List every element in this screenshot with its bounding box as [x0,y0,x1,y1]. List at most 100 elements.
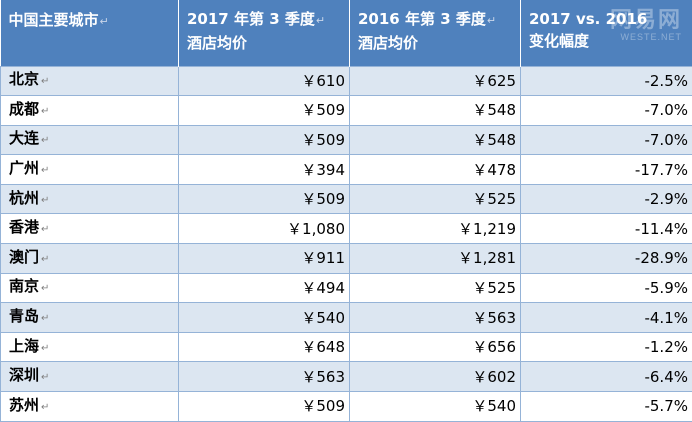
price-2017-cell: ￥509 [178,95,350,126]
price-2016-cell: ￥548 [349,124,521,155]
paragraph-mark-icon: ↵ [41,253,50,265]
price-2017-cell: ￥1,080 [178,213,350,244]
change-cell: -11.4% [520,213,692,244]
price-2016-cell: ￥525 [349,272,521,303]
price-2017-cell: ￥911 [178,243,350,274]
price-2017-cell-text: ￥540 [301,308,345,327]
price-2016-cell: ￥656 [349,331,521,362]
price-2016-cell-text: ￥540 [472,397,516,416]
price-2016-cell: ￥540 [349,391,521,422]
table-row: 青岛 ↵ ￥540 ￥563 -4.1% [0,302,692,333]
city-cell-text: 大连 [9,129,40,148]
price-2017-cell-text: ￥610 [301,71,345,90]
price-2016-cell-text: ￥563 [472,308,516,327]
change-cell-text: -2.9% [644,190,688,209]
change-cell-text: -17.7% [634,160,688,179]
price-2016-cell-text: ￥478 [472,160,516,179]
change-cell-text: -6.4% [644,367,688,386]
table-row: 成都 ↵ ￥509 ￥548 -7.0% [0,95,692,126]
change-cell-text: -1.2% [644,338,688,357]
change-cell-text: -28.9% [634,249,688,268]
price-2017-cell-text: ￥648 [301,338,345,357]
city-cell-text: 成都 [9,99,40,118]
change-cell: -2.9% [520,183,692,214]
price-2017-cell: ￥648 [178,331,350,362]
price-2017-cell-text: ￥509 [301,101,345,120]
city-cell-text: 杭州 [9,188,40,207]
city-cell: 苏州 ↵ [0,391,179,422]
table-row: 北京 ↵ ￥610 ￥625 -2.5% [0,65,692,96]
price-2017-cell-text: ￥509 [301,190,345,209]
price-2016-cell: ￥525 [349,183,521,214]
paragraph-mark-icon: ↵ [41,313,50,325]
change-cell: -7.0% [520,124,692,155]
header-change: 2017 vs. 2016 变化幅度 [520,0,692,66]
change-cell-text: -7.0% [644,130,688,149]
price-2016-cell-text: ￥548 [472,101,516,120]
city-cell-text: 上海 [9,336,40,355]
paragraph-mark-icon: ↵ [41,224,50,236]
paragraph-mark-icon: ↵ [41,342,50,354]
paragraph-mark-icon: ↵ [41,76,50,88]
price-2017-cell-text: ￥394 [301,160,345,179]
price-2017-cell-text: ￥1,080 [287,219,345,238]
price-2016-cell: ￥602 [349,361,521,392]
city-cell-text: 广州 [9,159,40,178]
city-cell-text: 青岛 [9,307,40,326]
change-cell: -5.7% [520,391,692,422]
change-cell-text: -5.7% [644,397,688,416]
city-cell: 大连 ↵ [0,124,179,155]
table-row: 香港 ↵ ￥1,080 ￥1,219 -11.4% [0,213,692,244]
table-row: 深圳 ↵ ￥563 ￥602 -6.4% [0,361,692,392]
city-cell-text: 香港 [9,218,40,237]
table-row: 上海 ↵ ￥648 ￥656 -1.2% [0,331,692,362]
change-cell: -1.2% [520,331,692,362]
table-row: 苏州 ↵ ￥509 ￥540 -5.7% [0,391,692,422]
city-cell-text: 南京 [9,277,40,296]
paragraph-mark-icon: ↵ [41,135,50,147]
price-2017-cell-text: ￥509 [301,130,345,149]
price-2016-cell-text: ￥1,281 [458,249,516,268]
city-cell: 北京 ↵ [0,65,179,96]
city-cell: 南京 ↵ [0,272,179,303]
table-row: 澳门 ↵ ￥911 ￥1,281 -28.9% [0,243,692,274]
table-row: 杭州 ↵ ￥509 ￥525 -2.9% [0,183,692,214]
header-price-2016: 2016 年第 3 季度↵ 酒店均价 [349,0,521,66]
paragraph-mark-icon: ↵ [41,401,50,413]
city-cell-text: 深圳 [9,366,40,385]
price-2016-cell: ￥563 [349,302,521,333]
paragraph-mark-icon: ↵ [41,283,50,295]
price-2017-cell: ￥509 [178,183,350,214]
price-2017-cell: ￥563 [178,361,350,392]
price-2016-cell-text: ￥548 [472,130,516,149]
price-2016-cell-text: ￥525 [472,190,516,209]
paragraph-mark-icon: ↵ [41,372,50,384]
change-cell: -28.9% [520,243,692,274]
change-cell-text: -4.1% [644,308,688,327]
change-cell: -5.9% [520,272,692,303]
change-cell-text: -7.0% [644,101,688,120]
change-cell: -2.5% [520,65,692,96]
price-2016-cell-text: ￥656 [472,338,516,357]
price-2017-cell-text: ￥911 [301,249,345,268]
paragraph-mark-icon: ↵ [41,165,50,177]
city-cell-text: 苏州 [9,395,40,414]
city-cell: 深圳 ↵ [0,361,179,392]
header-price-2017: 2017 年第 3 季度↵ 酒店均价 [178,0,350,66]
price-2017-cell: ￥540 [178,302,350,333]
price-2017-cell-text: ￥563 [301,367,345,386]
city-cell: 成都 ↵ [0,95,179,126]
city-cell: 香港 ↵ [0,213,179,244]
city-cell: 青岛 ↵ [0,302,179,333]
header-row: 中国主要城市↵ 2017 年第 3 季度↵ 酒店均价 2016 年第 3 季度↵ 酒… [0,0,692,66]
city-cell: 澳门 ↵ [0,243,179,274]
change-cell: -4.1% [520,302,692,333]
price-2016-cell: ￥625 [349,65,521,96]
city-cell: 广州 ↵ [0,154,179,185]
price-2017-cell: ￥610 [178,65,350,96]
price-2017-cell: ￥509 [178,391,350,422]
change-cell: -17.7% [520,154,692,185]
change-cell: -6.4% [520,361,692,392]
price-2017-cell-text: ￥509 [301,397,345,416]
